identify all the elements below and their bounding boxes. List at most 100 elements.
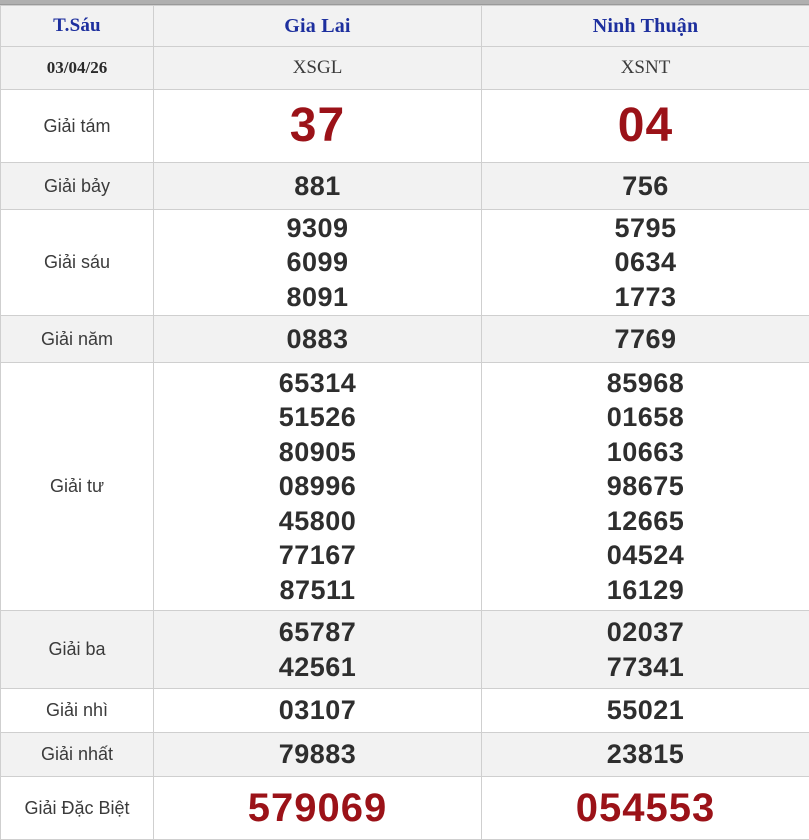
prize-label-cell: Giải ba xyxy=(1,611,154,689)
lottery-number: 1773 xyxy=(482,280,809,315)
number-list: 79883 xyxy=(154,737,481,772)
number-list: 0883 xyxy=(154,322,481,357)
lottery-number: 77167 xyxy=(154,538,481,573)
lottery-number: 87511 xyxy=(154,573,481,608)
lottery-number: 79883 xyxy=(154,737,481,772)
draw-date: 03/04/26 xyxy=(47,58,107,77)
lottery-number: 04 xyxy=(482,102,809,150)
province-code-ninh-thuan: XSNT xyxy=(621,57,671,78)
prize-label-cell: Giải năm xyxy=(1,316,154,363)
lottery-number: 51526 xyxy=(154,400,481,435)
prize-label-cell: Giải nhì xyxy=(1,689,154,733)
prize-numbers-gia-lai: 0883 xyxy=(154,316,482,363)
lottery-result-panel: T.Sáu Gia Lai Ninh Thuận 03/04/26 XSGL X… xyxy=(0,0,809,795)
lottery-results-table: T.Sáu Gia Lai Ninh Thuận 03/04/26 XSGL X… xyxy=(0,5,809,840)
prize-label-cell: Giải tư xyxy=(1,363,154,611)
prize-label-cell: Giải nhất xyxy=(1,733,154,777)
prize-label-cell: Giải sáu xyxy=(1,210,154,316)
lottery-number: 16129 xyxy=(482,573,809,608)
lottery-number: 0883 xyxy=(154,322,481,357)
prize-numbers-ninh-thuan: 23815 xyxy=(482,733,809,777)
lottery-number: 9309 xyxy=(154,211,481,246)
header-cell-province-ninh-thuan[interactable]: Ninh Thuận xyxy=(482,6,809,47)
lottery-number: 65787 xyxy=(154,615,481,650)
table-subheader-row: 03/04/26 XSGL XSNT xyxy=(1,47,809,90)
prize-numbers-ninh-thuan: 054553 xyxy=(482,777,809,840)
number-list: 881 xyxy=(154,169,481,204)
prize-numbers-ninh-thuan: 04 xyxy=(482,90,809,163)
prize-row-giai-nam: Giải năm 0883 7769 xyxy=(1,316,809,363)
lottery-number: 37 xyxy=(154,102,481,150)
prize-label-cell: Giải tám xyxy=(1,90,154,163)
lottery-number: 7769 xyxy=(482,322,809,357)
prize-row-giai-nhat: Giải nhất 79883 23815 xyxy=(1,733,809,777)
number-list: 7769 xyxy=(482,322,809,357)
prize-label: Giải tám xyxy=(43,116,110,136)
prize-label: Giải tư xyxy=(50,476,104,496)
lottery-number: 6099 xyxy=(154,245,481,280)
weekday-label: T.Sáu xyxy=(53,15,101,36)
lottery-number: 42561 xyxy=(154,650,481,685)
prize-row-giai-tam: Giải tám 37 04 xyxy=(1,90,809,163)
prize-label: Giải sáu xyxy=(44,252,110,272)
header-cell-weekday: T.Sáu xyxy=(1,6,154,47)
header-cell-province-gia-lai[interactable]: Gia Lai xyxy=(154,6,482,47)
province-name-ninh-thuan: Ninh Thuận xyxy=(593,15,699,37)
subheader-cell-code-ninh-thuan: XSNT xyxy=(482,47,809,90)
lottery-number: 04524 xyxy=(482,538,809,573)
lottery-number: 579069 xyxy=(154,788,481,828)
lottery-number: 02037 xyxy=(482,615,809,650)
prize-numbers-gia-lai: 37 xyxy=(154,90,482,163)
prize-label: Giải bảy xyxy=(44,176,110,196)
prize-label: Giải nhất xyxy=(41,744,113,764)
lottery-number: 8091 xyxy=(154,280,481,315)
number-list: 054553 xyxy=(482,788,809,828)
lottery-number: 80905 xyxy=(154,435,481,470)
number-list: 04 xyxy=(482,102,809,150)
number-list: 03107 xyxy=(154,693,481,728)
lottery-number: 08996 xyxy=(154,469,481,504)
prize-numbers-gia-lai: 03107 xyxy=(154,689,482,733)
lottery-number: 85968 xyxy=(482,366,809,401)
lottery-number: 12665 xyxy=(482,504,809,539)
table-header-row: T.Sáu Gia Lai Ninh Thuận xyxy=(1,6,809,47)
lottery-number: 5795 xyxy=(482,211,809,246)
lottery-number: 23815 xyxy=(482,737,809,772)
province-name-gia-lai: Gia Lai xyxy=(284,15,350,37)
prize-label-cell: Giải bảy xyxy=(1,163,154,210)
lottery-number: 881 xyxy=(154,169,481,204)
subheader-cell-code-gia-lai: XSGL xyxy=(154,47,482,90)
lottery-number: 054553 xyxy=(482,788,809,828)
province-code-gia-lai: XSGL xyxy=(293,57,343,78)
prize-row-giai-dac-biet: Giải Đặc Biệt 579069 054553 xyxy=(1,777,809,840)
lottery-number: 65314 xyxy=(154,366,481,401)
subheader-cell-date: 03/04/26 xyxy=(1,47,154,90)
lottery-number: 98675 xyxy=(482,469,809,504)
number-list: 37 xyxy=(154,102,481,150)
prize-label-cell: Giải Đặc Biệt xyxy=(1,777,154,840)
prize-numbers-ninh-thuan: 756 xyxy=(482,163,809,210)
number-list: 579069 xyxy=(154,788,481,828)
lottery-number: 77341 xyxy=(482,650,809,685)
lottery-number: 03107 xyxy=(154,693,481,728)
number-list: 55021 xyxy=(482,693,809,728)
prize-row-giai-nhi: Giải nhì 03107 55021 xyxy=(1,689,809,733)
lottery-number: 45800 xyxy=(154,504,481,539)
lottery-number: 10663 xyxy=(482,435,809,470)
prize-numbers-ninh-thuan: 55021 xyxy=(482,689,809,733)
prize-label: Giải ba xyxy=(48,639,105,659)
lottery-number: 756 xyxy=(482,169,809,204)
prize-row-giai-bay: Giải bảy 881 756 xyxy=(1,163,809,210)
